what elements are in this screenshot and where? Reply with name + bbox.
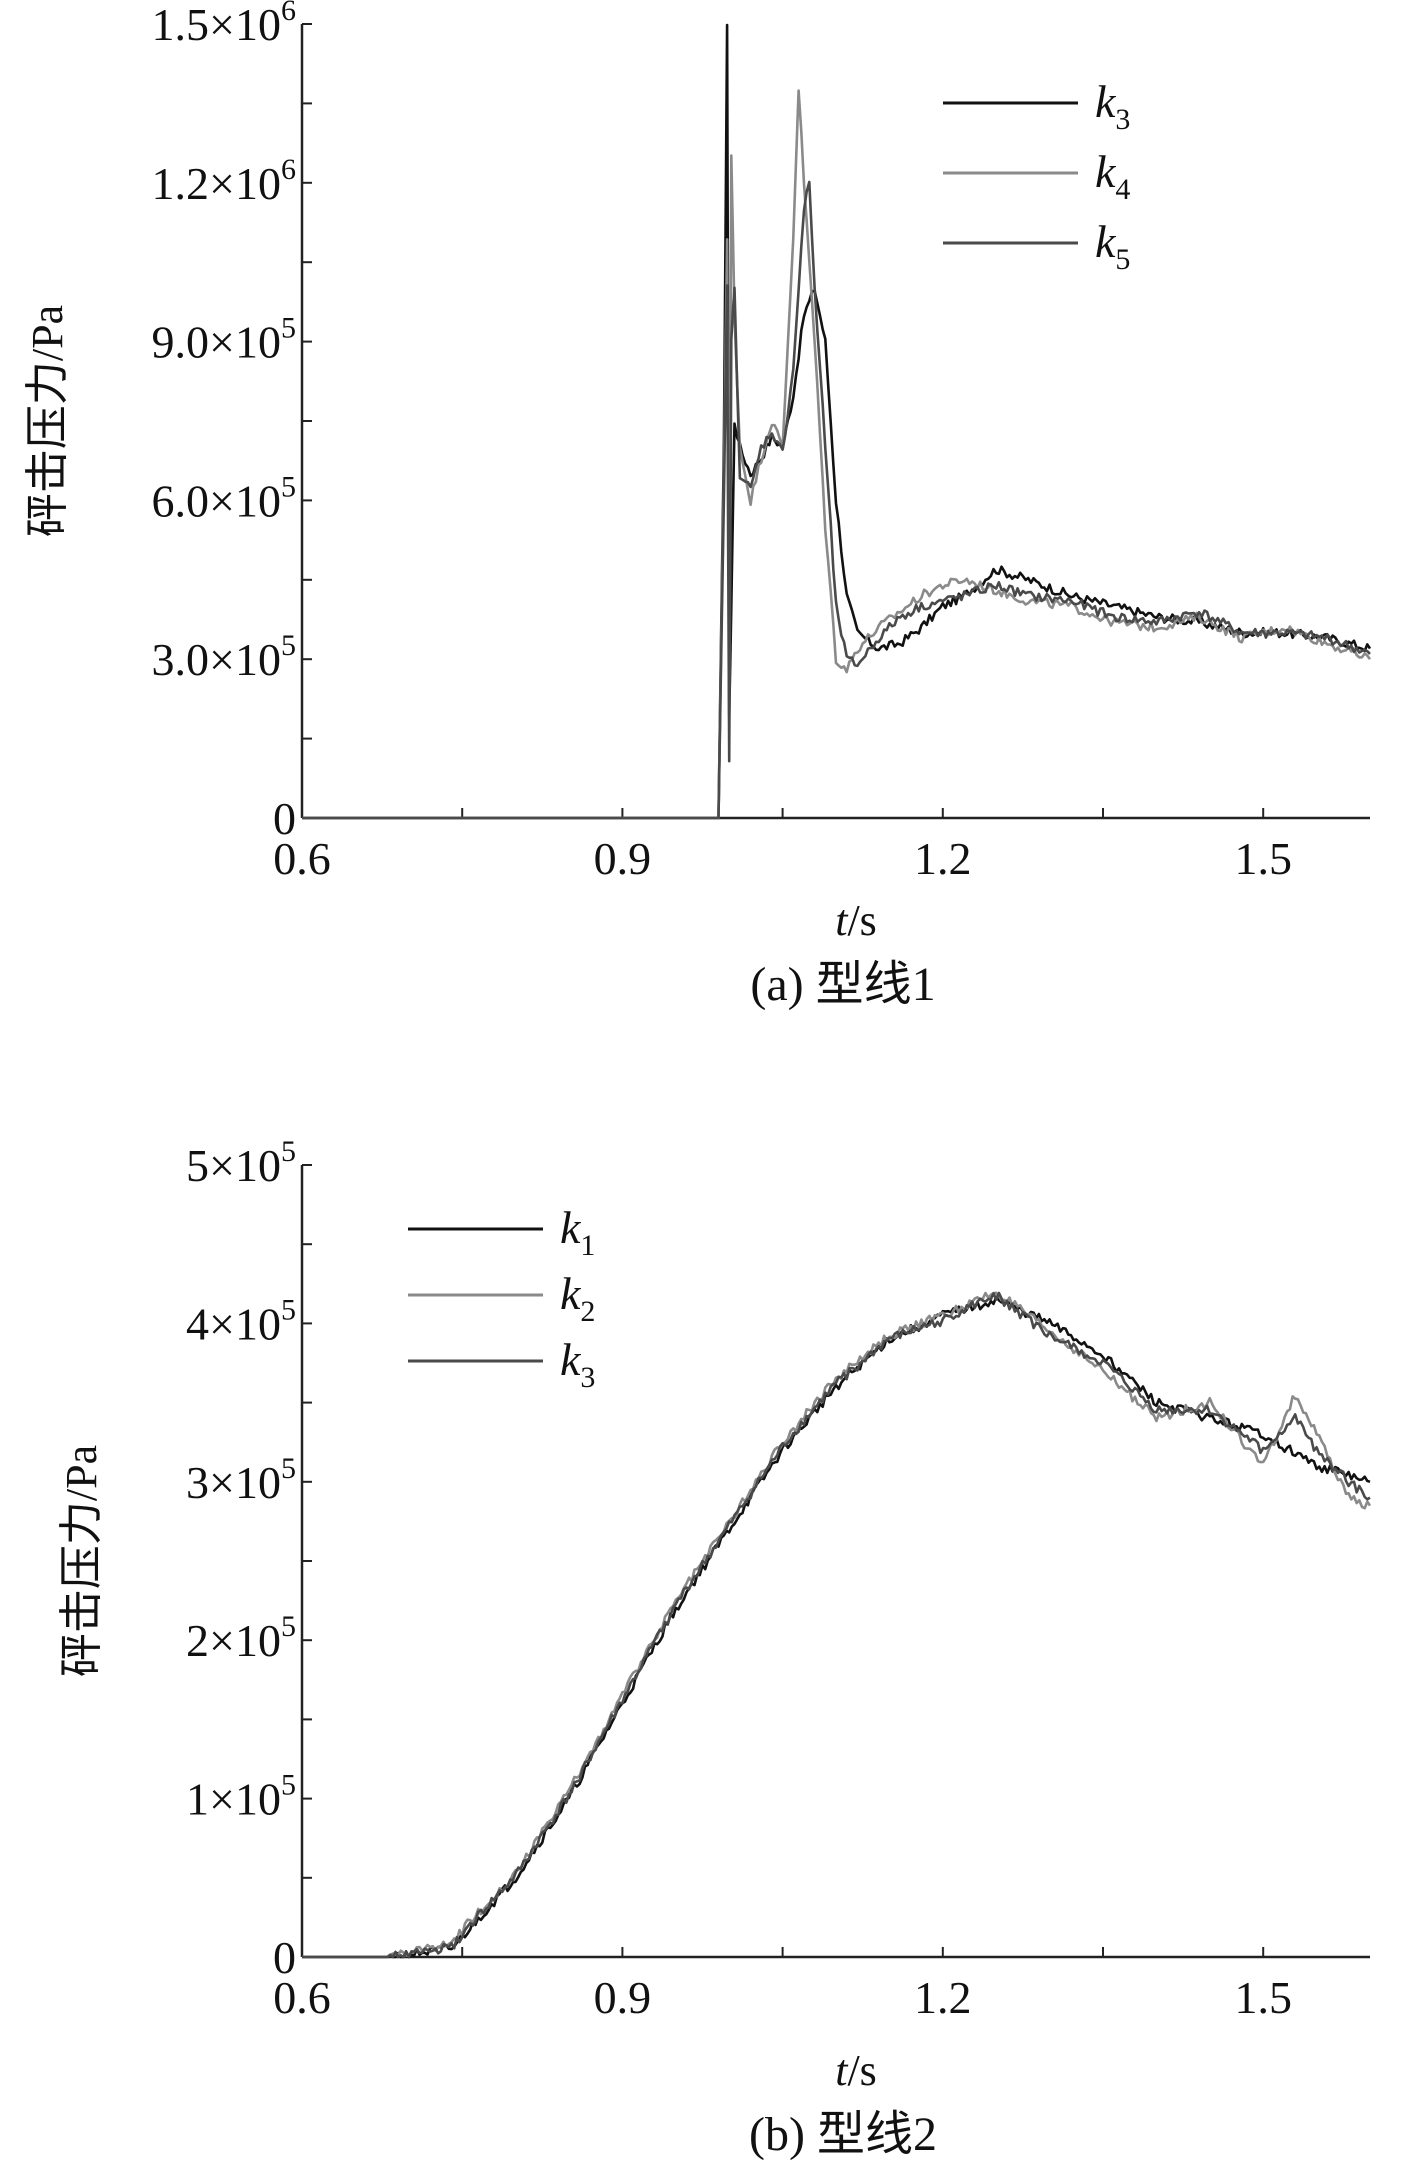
legend-label: k3 [1095,76,1130,136]
y-tick-label: 9.0×105 [152,312,296,368]
x-tick-label: 0.6 [273,833,331,884]
figure-caption: (a) 型线1 [750,958,935,1011]
legend-label: k2 [560,1268,595,1328]
series-line-k3 [302,1291,1371,1959]
legend-label: k1 [560,1202,595,1262]
x-tick-label: 1.5 [1234,1972,1292,2023]
series-line-k2 [302,1291,1372,1959]
y-tick-label: 4×105 [186,1293,296,1349]
y-tick-label: 1.2×106 [152,153,296,209]
y-tick-label: 3.0×105 [152,629,296,685]
series-line-k4 [302,89,1372,820]
x-tick-label: 0.9 [594,1972,652,2023]
y-tick-label: 6.0×105 [152,470,296,526]
y-tick-label: 0 [273,793,296,844]
x-tick-label: 0.9 [594,833,652,884]
y-tick-label: 1.5×106 [152,0,296,50]
figure-caption: (b) 型线2 [749,2108,937,2161]
legend-label: k4 [1095,146,1130,206]
y-axis-title: 砰击压力/Pa [57,1445,106,1677]
y-tick-label: 0 [273,1932,296,1983]
x-tick-label: 1.5 [1234,833,1292,884]
x-tick-label: 1.2 [914,1972,972,2023]
legend-label: k3 [560,1334,595,1394]
x-tick-label: 1.2 [914,833,972,884]
y-tick-label: 1×105 [186,1769,296,1825]
x-tick-label: 0.6 [273,1972,331,2023]
y-tick-label: 3×105 [186,1452,296,1508]
y-tick-label: 2×105 [186,1610,296,1666]
y-tick-label: 5×105 [186,1135,296,1191]
chart-panel-a: 0.6 0.9 1.2 1.5 0 3.0×105 6.0×105 9.0×105 1.2×10… [23,0,1372,1011]
x-axis-title: t/s [835,2046,877,2095]
legend-label: k5 [1095,216,1130,276]
chart-panel-b: 0.6 0.9 1.2 1.5 0 1×105 2×105 3×105 4×105 5×105 t/… [57,1135,1372,2161]
x-axis-title: t/s [835,896,877,945]
series-line-k3 [302,23,1372,820]
series-line-k5 [302,180,1371,820]
y-axis-title: 砰击压力/Pa [23,305,72,537]
series-line-k1 [302,1295,1371,1959]
